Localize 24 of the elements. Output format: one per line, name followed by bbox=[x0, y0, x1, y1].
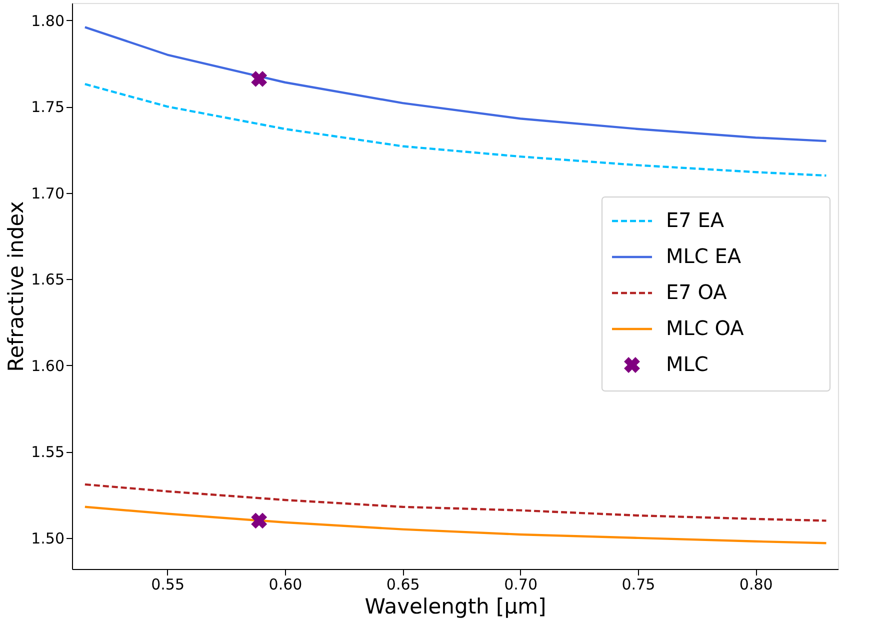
x-axis-title: Wavelength [μm] bbox=[364, 594, 546, 618]
line-series bbox=[84, 26, 828, 142]
y-tick-label: 1.80 bbox=[31, 12, 64, 30]
legend-label: MLC bbox=[666, 352, 708, 376]
legend-label: E7 OA bbox=[666, 280, 728, 304]
line-series bbox=[84, 483, 828, 522]
x-tick-label: 0.55 bbox=[151, 576, 185, 594]
y-tick-label: 1.70 bbox=[31, 184, 64, 202]
legend-label: MLC EA bbox=[666, 244, 742, 268]
y-tick-label: 1.65 bbox=[31, 270, 64, 289]
line-series bbox=[84, 83, 828, 177]
y-tick-label: 1.55 bbox=[31, 443, 64, 462]
line-series bbox=[84, 506, 828, 544]
x-tick-label: 0.70 bbox=[504, 576, 538, 594]
y-tick-label: 1.50 bbox=[31, 529, 64, 548]
x-tick-label: 0.75 bbox=[622, 576, 656, 594]
y-tick-label: 1.75 bbox=[31, 98, 64, 116]
x-tick-label: 0.60 bbox=[268, 576, 302, 594]
x-tick-label: 0.80 bbox=[739, 576, 773, 594]
y-tick-label: 1.60 bbox=[31, 356, 64, 375]
legend-label: MLC OA bbox=[666, 316, 744, 340]
x-tick-label: 0.65 bbox=[386, 576, 420, 594]
y-axis-title: Refractive index bbox=[4, 201, 28, 372]
legend-label: E7 EA bbox=[666, 208, 724, 232]
